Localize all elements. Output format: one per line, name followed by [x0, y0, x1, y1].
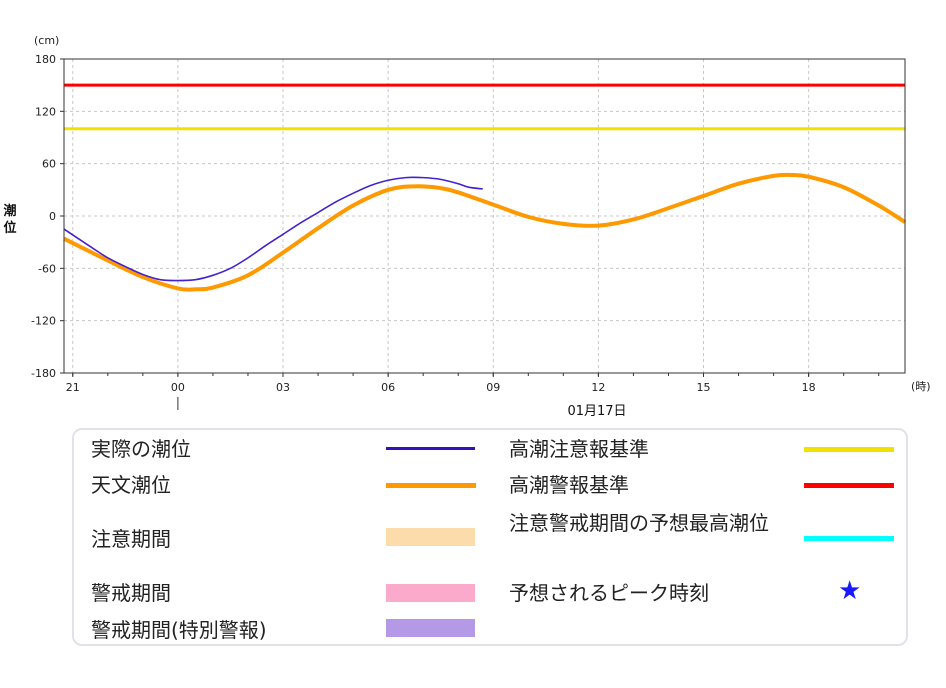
series-line-0	[63, 172, 907, 292]
legend-label: 注意警戒期間の予想最高潮位	[509, 511, 769, 535]
legend: 実際の潮位天文潮位注意期間警戒期間警戒期間(特別警報) 高潮注意報基準 高潮警報基準…	[72, 428, 908, 646]
series-line-1	[63, 176, 483, 282]
y-unit-label: (cm)	[34, 34, 59, 47]
y-tick-label: -120	[31, 315, 56, 328]
y-tick-label: -180	[31, 367, 56, 380]
y-tick-label: 180	[35, 53, 56, 66]
y-axis-ticks: 180 120 60 0 -60 -120 -180	[31, 53, 64, 380]
legend-line-swatch	[386, 447, 475, 450]
series-group	[63, 172, 907, 292]
legend-label: 注意期間	[91, 527, 171, 551]
legend-label: 高潮警報基準	[509, 473, 629, 497]
legend-band-swatch	[386, 584, 475, 602]
legend-line-swatch	[804, 447, 894, 452]
x-tick-label: 21	[66, 381, 80, 394]
legend-line-swatch	[804, 536, 894, 541]
reference-lines	[64, 83, 905, 131]
legend-line-swatch	[804, 483, 894, 488]
x-unit-label: (時)	[911, 380, 931, 393]
legend-band-swatch	[386, 528, 475, 546]
legend-label: 高潮注意報基準	[509, 437, 649, 461]
x-tick-label: 09	[486, 381, 500, 394]
legend-line-swatch	[386, 483, 476, 488]
y-axis-label: 潮位	[3, 203, 16, 236]
x-tick-label: 18	[802, 381, 816, 394]
legend-band-swatch	[386, 619, 475, 637]
legend-label: 警戒期間(特別警報)	[91, 618, 267, 642]
legend-label: 実際の潮位	[91, 437, 191, 461]
x-tick-label: 03	[276, 381, 290, 394]
y-tick-label: 120	[35, 105, 56, 118]
x-tick-label: 12	[591, 381, 605, 394]
star-icon: ★	[838, 576, 862, 606]
tide-chart: 180 120 60 0 -60 -120 -180 21 00 03 06 09 12 15 18 (c…	[3, 34, 931, 419]
legend-label: 警戒期間	[91, 581, 171, 605]
y-tick-label: -60	[38, 262, 56, 275]
x-tick-label: 15	[697, 381, 711, 394]
legend-label: 天文潮位	[91, 473, 171, 497]
y-tick-label: 0	[49, 210, 56, 223]
date-label: 01月17日	[567, 404, 626, 419]
x-tick-label: 06	[381, 381, 395, 394]
y-tick-label: 60	[42, 158, 56, 171]
x-tick-label: 00	[171, 381, 185, 394]
x-axis-ticks: 21 00 03 06 09 12 15 18	[66, 373, 880, 394]
legend-label: 予想されるピーク時刻	[509, 581, 709, 605]
chart-grid	[64, 59, 905, 373]
